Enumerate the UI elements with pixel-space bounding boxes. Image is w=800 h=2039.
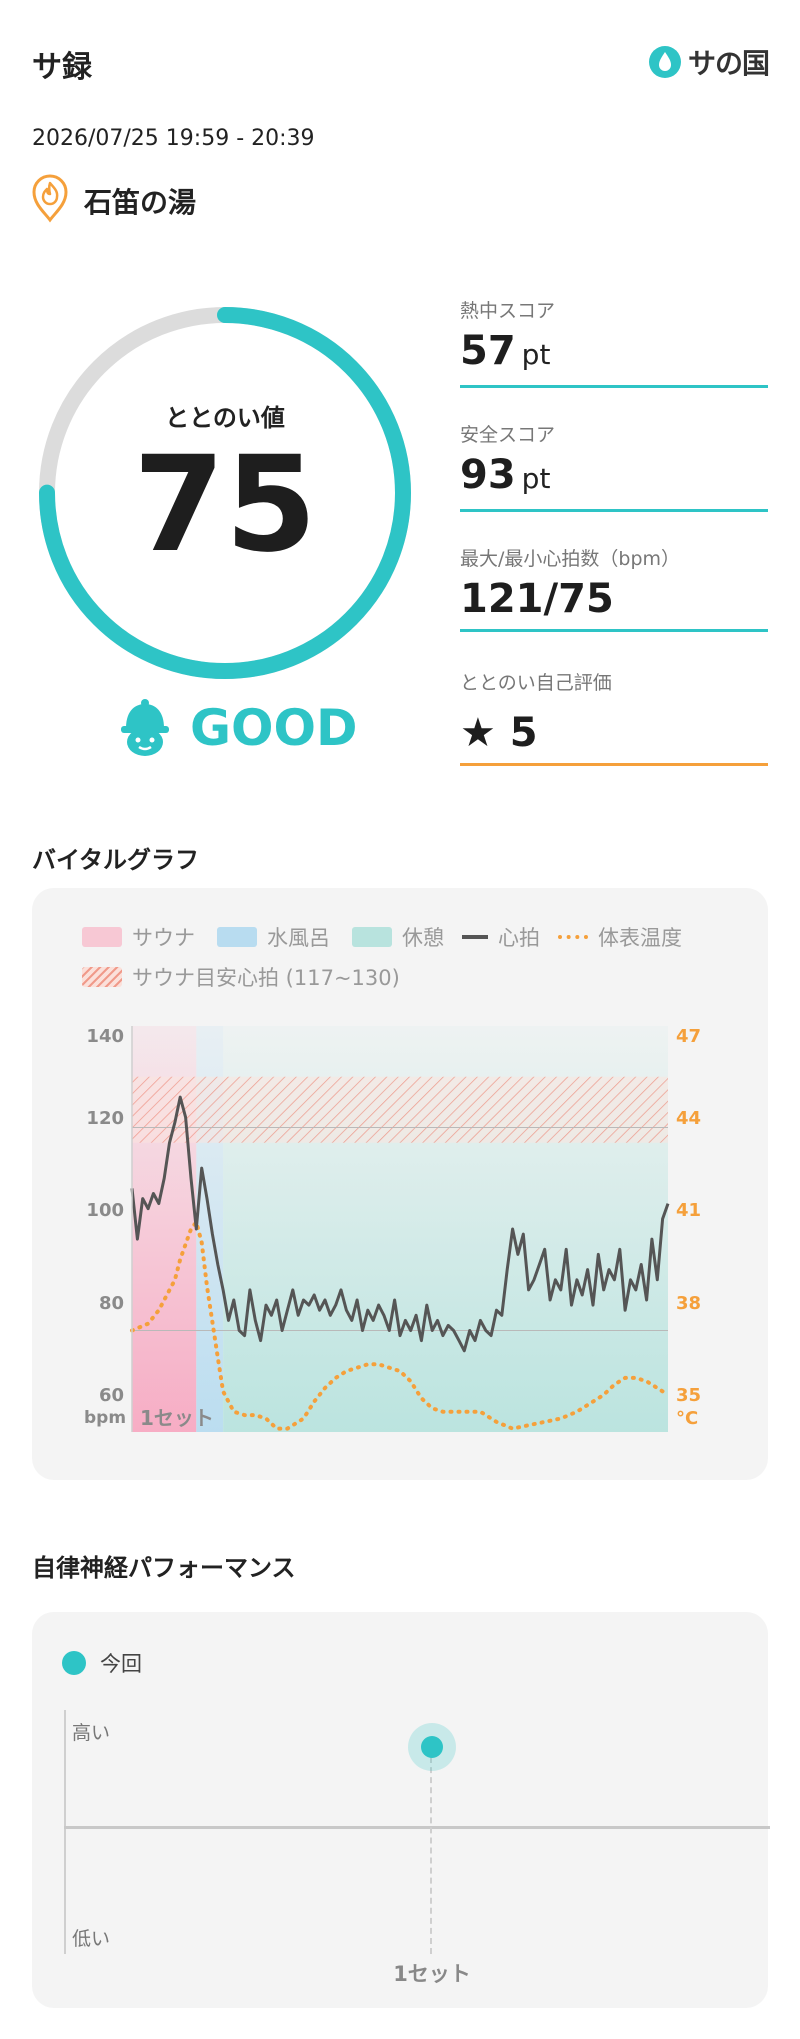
drop-icon bbox=[649, 46, 681, 78]
x-axis-label: 1セット bbox=[140, 1406, 214, 1430]
metric-unit: pt bbox=[521, 338, 551, 371]
vital-graph-title: バイタルグラフ bbox=[32, 846, 200, 874]
legend-dot bbox=[62, 1651, 86, 1675]
right-axis-unit: °C bbox=[676, 1408, 699, 1429]
vital-legend: サウナ 水風呂 休憩 心拍 体表温度 bbox=[82, 922, 682, 952]
left-tick: 140 bbox=[86, 1026, 124, 1047]
legend-swatch-hr bbox=[462, 935, 488, 939]
metric-label: 最大/最小心拍数（bpm） bbox=[460, 548, 681, 570]
legend-swatch-temp bbox=[558, 935, 588, 939]
legend-swatch-rest bbox=[352, 927, 392, 947]
autonomic-x-label: 1セット bbox=[393, 1962, 471, 1986]
metric-label: ととのい自己評価 bbox=[460, 672, 612, 694]
metric-heat-score: 熱中スコア 57 pt bbox=[460, 296, 768, 388]
temperature-line bbox=[130, 1217, 670, 1431]
autonomic-title: 自律神経パフォーマンス bbox=[32, 1554, 296, 1582]
metric-value: 121/75 bbox=[460, 576, 614, 622]
autonomic-card: 今回 高い 低い 1セット bbox=[32, 1612, 770, 2008]
legend-temp: 体表温度 bbox=[598, 926, 682, 950]
right-tick: 47 bbox=[676, 1026, 702, 1047]
rating-text: GOOD bbox=[190, 699, 358, 757]
right-tick: 38 bbox=[676, 1293, 702, 1314]
legend-swatch-water bbox=[217, 927, 257, 947]
legend-water: 水風呂 bbox=[267, 926, 330, 950]
left-axis-unit: bpm bbox=[84, 1408, 127, 1428]
vital-graph-card: サウナ 水風呂 休憩 心拍 体表温度 サウナ目安心拍 (117~130) bbox=[32, 888, 768, 1480]
legend-swatch-target bbox=[82, 967, 122, 987]
right-tick: 41 bbox=[676, 1200, 702, 1221]
sauna-hat-face-icon bbox=[121, 699, 169, 756]
facility-name: 石笛の湯 bbox=[84, 186, 197, 219]
facility[interactable]: 石笛の湯 bbox=[32, 174, 196, 228]
metric-heart-rate: 最大/最小心拍数（bpm） 121/75 bbox=[460, 544, 768, 632]
vital-legend-target: サウナ目安心拍 (117~130) bbox=[82, 962, 400, 992]
x-axis-midline bbox=[64, 1826, 770, 1829]
metric-value: 57 bbox=[460, 328, 516, 374]
metric-underline bbox=[460, 763, 768, 766]
metric-label: 熱中スコア bbox=[460, 300, 556, 322]
fire-pin-icon bbox=[32, 174, 68, 223]
metric-safety-score: 安全スコア 93 pt bbox=[460, 420, 768, 512]
rating-badge: GOOD bbox=[118, 698, 358, 758]
metric-label: 安全スコア bbox=[460, 424, 556, 446]
left-tick: 60 bbox=[98, 1385, 124, 1406]
target-band bbox=[132, 1076, 668, 1143]
vital-chart bbox=[130, 1026, 670, 1432]
legend-current: 今回 bbox=[100, 1652, 142, 1676]
self-rating-value: ★ 5 bbox=[460, 710, 538, 756]
left-tick: 100 bbox=[86, 1200, 124, 1221]
score-ring-progress bbox=[39, 307, 411, 679]
left-tick: 80 bbox=[98, 1293, 124, 1314]
autonomic-legend: 今回 bbox=[62, 1648, 142, 1678]
metric-underline bbox=[460, 385, 768, 388]
right-tick: 35 bbox=[676, 1385, 702, 1406]
metric-underline bbox=[460, 509, 768, 512]
heart-rate-line bbox=[130, 1095, 670, 1353]
app-title: サ録 bbox=[32, 50, 92, 85]
score-ring bbox=[39, 307, 411, 679]
right-tick: 44 bbox=[676, 1108, 702, 1129]
metric-self-rating[interactable]: ととのい自己評価 ★ 5 bbox=[460, 668, 768, 766]
legend-target: サウナ目安心拍 (117~130) bbox=[132, 966, 400, 990]
legend-hr: 心拍 bbox=[498, 926, 540, 950]
legend-sauna: サウナ bbox=[132, 926, 195, 950]
metric-value: 93 bbox=[460, 452, 516, 498]
legend-swatch-sauna bbox=[82, 927, 122, 947]
y-axis-line bbox=[64, 1710, 66, 1954]
score-value: 75 bbox=[133, 428, 317, 582]
metric-underline bbox=[460, 629, 768, 632]
point-guide-line bbox=[430, 1746, 432, 1954]
current-point[interactable] bbox=[421, 1735, 443, 1758]
legend-rest: 休憩 bbox=[402, 926, 444, 950]
y-label-high: 高い bbox=[72, 1722, 111, 1744]
brand-logo[interactable]: サの国 bbox=[648, 42, 770, 82]
metric-unit: pt bbox=[521, 462, 551, 495]
brand-name: サの国 bbox=[688, 47, 770, 80]
session-datetime: 2026/07/25 19:59 - 20:39 bbox=[32, 126, 315, 151]
y-label-low: 低い bbox=[72, 1928, 111, 1950]
score-label: ととのい値 bbox=[165, 404, 285, 432]
left-tick: 120 bbox=[86, 1108, 124, 1129]
